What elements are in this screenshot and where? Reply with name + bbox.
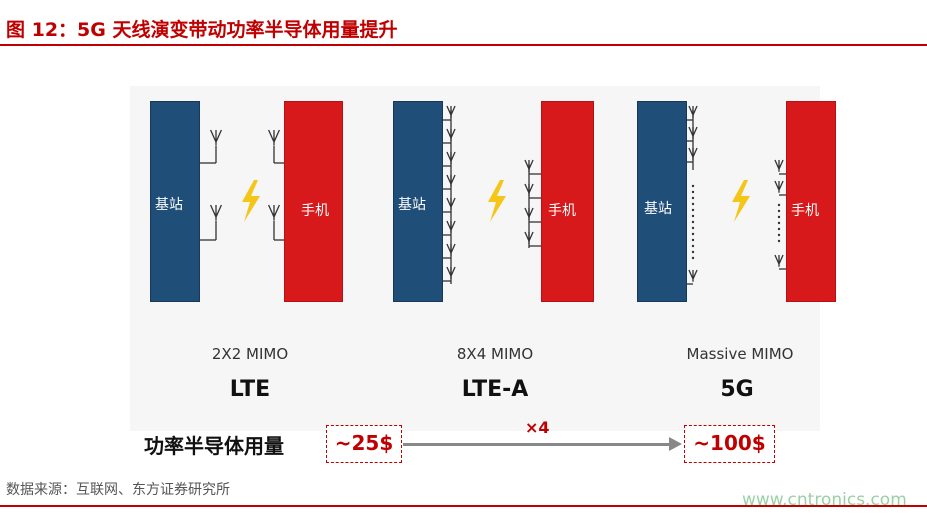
usage-label: 功率半导体用量 <box>144 434 284 458</box>
antenna-ellipsis <box>691 232 695 236</box>
lightning-icon-lte-a <box>488 180 506 222</box>
base-station-label-lte-a: 基站 <box>398 197 426 213</box>
base-station-block-lte-a: 基站 <box>393 101 443 302</box>
antenna-ellipsis <box>691 256 695 260</box>
antenna-ellipsis <box>777 215 781 219</box>
generation-label-lte-a: LTE-A <box>461 377 529 402</box>
mimo-label-5g: Massive MIMO <box>686 345 794 363</box>
antenna-icon <box>774 254 784 267</box>
antenna-ellipsis <box>691 196 695 200</box>
antenna-ellipsis <box>777 209 781 213</box>
phone-label-5g: 手机 <box>791 203 819 219</box>
antenna-icon <box>268 204 280 221</box>
watermark: www.cntronics.com <box>742 490 907 510</box>
antenna-ellipsis <box>777 227 781 231</box>
antenna-ellipsis <box>691 244 695 248</box>
source-note: 数据来源：互联网、东方证券研究所 <box>6 482 230 498</box>
growth-arrow-icon <box>669 437 682 451</box>
antenna-ellipsis <box>777 221 781 225</box>
generation-label-lte: LTE <box>229 377 271 402</box>
lightning-icon-lte <box>242 180 260 222</box>
figure-title: 图 12：5G 天线演变带动功率半导体用量提升 <box>6 19 398 41</box>
base-station-block-5g: 基站 <box>637 101 687 302</box>
antenna-ellipsis <box>691 220 695 224</box>
title-divider <box>0 44 927 46</box>
base-station-block-lte: 基站 <box>150 101 200 302</box>
antenna-icon <box>774 159 784 172</box>
antenna-ellipsis <box>691 190 695 194</box>
usage-from-box: ~25$ <box>326 425 402 463</box>
antenna-icon <box>774 180 784 193</box>
diagram-background <box>130 86 820 431</box>
lightning-icon-5g <box>732 180 750 222</box>
antenna-ellipsis <box>691 226 695 230</box>
antenna-ellipsis <box>691 208 695 212</box>
antenna-ellipsis <box>691 214 695 218</box>
growth-arrow-line <box>403 443 671 446</box>
antenna-ellipsis <box>691 238 695 242</box>
antenna-ellipsis <box>777 233 781 237</box>
growth-multiplier: ×4 <box>525 418 550 437</box>
antenna-ellipsis <box>691 250 695 254</box>
phone-label-lte: 手机 <box>301 203 329 219</box>
base-station-label-5g: 基站 <box>644 201 672 217</box>
mimo-label-lte-a: 8X4 MIMO <box>456 345 534 363</box>
antenna-ellipsis <box>777 239 781 243</box>
antenna-icon <box>210 129 222 146</box>
phone-label-lte-a: 手机 <box>548 203 576 219</box>
usage-to-box: ~100$ <box>684 425 775 463</box>
antenna-icon <box>688 269 698 282</box>
antenna-icon <box>268 129 280 146</box>
phone-block-lte-a: 手机 <box>541 101 594 302</box>
phone-block-lte: 手机 <box>284 101 343 302</box>
bottom-divider <box>0 505 927 507</box>
antenna-ellipsis <box>777 203 781 207</box>
antenna-ellipsis <box>691 202 695 206</box>
phone-block-5g: 手机 <box>786 101 836 302</box>
base-station-label-lte: 基站 <box>155 197 183 213</box>
antenna-icon <box>210 204 222 221</box>
generation-label-5g: 5G <box>720 377 754 402</box>
mimo-label-lte: 2X2 MIMO <box>211 345 289 363</box>
antenna-ellipsis <box>691 184 695 188</box>
